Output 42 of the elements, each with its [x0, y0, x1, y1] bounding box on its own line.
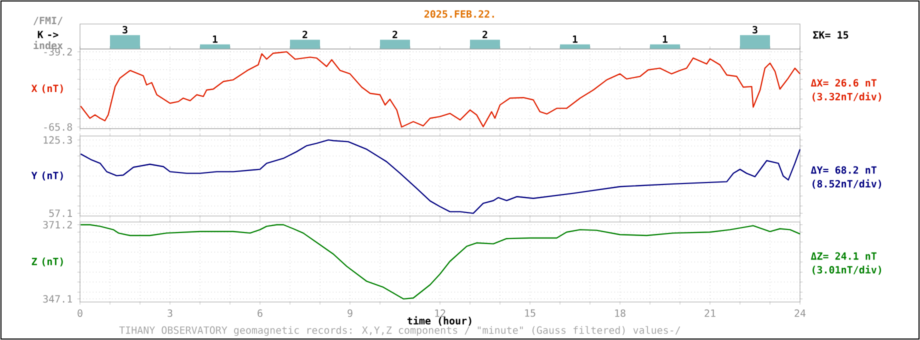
y-axis-title: Y (nT) — [31, 171, 63, 180]
y-axis-title: K -> — [38, 30, 58, 38]
text: ΔX= 26.6 nT — [810, 78, 876, 86]
x-tick-label: 6 — [258, 309, 262, 317]
text: TIHANY OBSERVATORY geomagnetic records: X,Y,Z components / "minute" (Gauss filtered) values-/ — [119, 326, 680, 336]
y-axis-title: Z (nT) — [32, 257, 63, 266]
data-label: 2 — [302, 30, 308, 38]
y-tick-label: 371.2 — [43, 220, 72, 228]
line-series — [80, 51, 801, 128]
data-label: 3 — [122, 26, 128, 34]
data-label: 1 — [212, 35, 218, 43]
x-tick-label: 15 — [525, 309, 536, 317]
data-label: 1 — [662, 35, 668, 43]
x-tick-label: 9 — [348, 309, 352, 317]
y-axis-title: X (nT) — [31, 84, 63, 94]
text: ΔZ= 24.1 nT — [810, 252, 876, 260]
text: ΣK= 15 — [813, 31, 848, 39]
x-tick-label: 3 — [168, 309, 172, 317]
data-label: 1 — [572, 35, 578, 43]
text: (3.01nT/div) — [812, 265, 882, 275]
x-tick-label: 12 — [435, 309, 446, 317]
x-axis-title: time (hour) — [407, 316, 472, 326]
y-tick-label: -65.8 — [44, 123, 72, 131]
chart-title: 2025.FEB.22. — [424, 10, 494, 18]
text: index — [34, 40, 63, 49]
line-series — [80, 139, 801, 214]
text: (8.52nT/div) — [812, 179, 882, 189]
x-tick-label: 0 — [78, 309, 82, 317]
y-tick-label: 347.1 — [43, 294, 72, 303]
line-series — [80, 224, 801, 300]
y-tick-label: -39.2 — [44, 48, 72, 56]
y-tick-label: 125.3 — [44, 136, 72, 144]
x-tick-label: 18 — [615, 309, 626, 317]
x-tick-label: 24 — [794, 309, 806, 317]
data-label: 2 — [392, 30, 398, 38]
data-label: 3 — [752, 26, 758, 34]
text: (3.32nT/div) — [812, 92, 882, 102]
text: ΔY= 68.2 nT — [810, 166, 876, 174]
data-label: 2 — [482, 30, 488, 38]
y-tick-label: 57.1 — [49, 209, 72, 217]
text: /FMI/ — [34, 16, 62, 25]
x-tick-label: 21 — [704, 309, 716, 317]
